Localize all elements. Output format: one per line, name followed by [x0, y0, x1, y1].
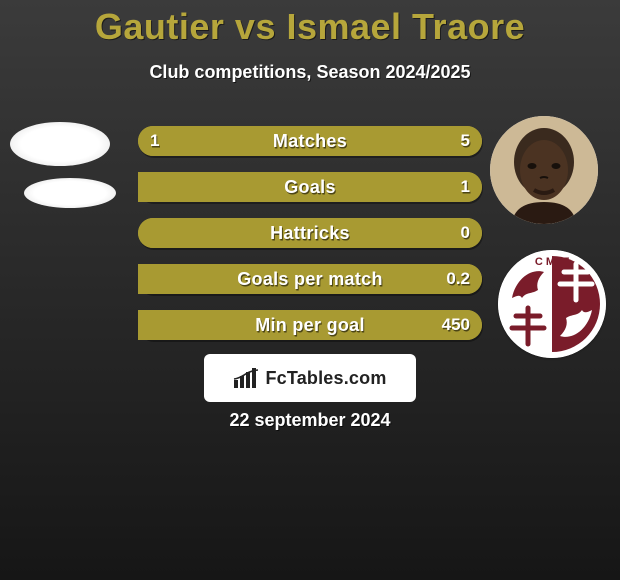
player-right-club-badge: C MET — [498, 250, 606, 358]
stat-bar-label: Min per goal — [138, 310, 482, 340]
stat-bar-row: Min per goal450 — [138, 310, 482, 340]
face-icon — [490, 116, 598, 224]
stat-bar-value-right: 5 — [461, 126, 470, 156]
stat-bar-row: Matches1 5 — [138, 126, 482, 156]
stat-bar-row: Goals per match0.2 — [138, 264, 482, 294]
footer-brand-badge: FcTables.com — [204, 354, 416, 402]
player-right-avatar — [490, 116, 598, 224]
bars-icon — [233, 368, 259, 388]
stat-bar-label: Goals per match — [138, 264, 482, 294]
footer-brand-text: FcTables.com — [265, 368, 386, 389]
player-left-avatar — [10, 122, 110, 166]
comparison-infographic: Gautier vs Ismael Traore Club competitio… — [0, 0, 620, 580]
page-subtitle: Club competitions, Season 2024/2025 — [0, 62, 620, 83]
page-title: Gautier vs Ismael Traore — [0, 0, 620, 48]
stat-bar-value-right: 450 — [442, 310, 470, 340]
generation-date: 22 september 2024 — [0, 410, 620, 431]
stat-bar-row: Hattricks0 — [138, 218, 482, 248]
stat-bar-label: Goals — [138, 172, 482, 202]
stat-bar-label: Matches — [138, 126, 482, 156]
player-left-club-badge — [24, 178, 116, 208]
stat-bars: Matches15Goals1Hattricks0Goals per match… — [138, 126, 482, 356]
stat-bar-value-right: 1 — [461, 172, 470, 202]
stat-bar-row: Goals1 — [138, 172, 482, 202]
stat-bar-label: Hattricks — [138, 218, 482, 248]
club-crest-icon: C MET — [498, 250, 606, 358]
stat-bar-value-left: 1 — [150, 126, 159, 156]
chart-area: C MET Matches15Goals1Hattricks0Goals per… — [0, 108, 620, 368]
stat-bar-value-right: 0.2 — [446, 264, 470, 294]
crest-text: C MET — [535, 256, 570, 268]
stat-bar-value-right: 0 — [461, 218, 470, 248]
